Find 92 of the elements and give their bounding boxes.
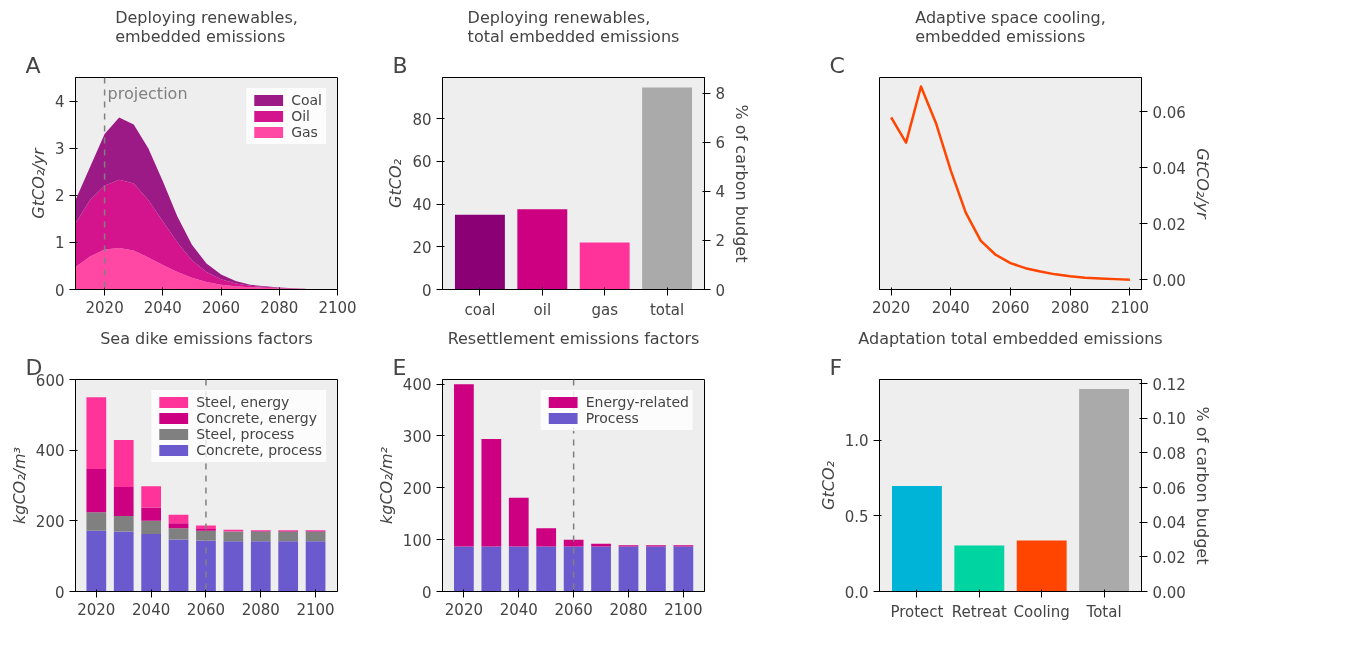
y-tick-label: 60 (412, 153, 432, 172)
y-axis-title: GtCO₂/yr (28, 146, 48, 219)
x-tick-label: oil (533, 300, 552, 319)
text: B (392, 52, 408, 78)
y-tick-label: 0 (421, 281, 432, 300)
chart-title: Adaptive space cooling, embedded emissions (915, 7, 1106, 46)
x-tick-label: 2060 (186, 600, 226, 619)
x-tick-label: Retreat (951, 602, 1007, 621)
y2-tick-label: 0.08 (1152, 444, 1186, 463)
y-tick-label: 200 (35, 512, 65, 531)
y2-tick-label: 0.02 (1152, 548, 1186, 567)
y-tick-label: 0 (54, 281, 65, 300)
y-tick-label: 400 (35, 442, 65, 461)
legend-label: Coal (291, 92, 322, 108)
y2-tick-label: 0.00 (1152, 583, 1186, 602)
x-tick-label: total (649, 300, 685, 319)
y-axis-title: GtCO₂ (386, 158, 406, 208)
x-tick-label: 2020 (77, 600, 116, 619)
y2-tick-label: 8 (715, 85, 726, 104)
y2-tick-label: 0.00 (1152, 271, 1186, 290)
y2-axis-title: % of carbon budget (732, 104, 752, 263)
y2-tick-label: 0.02 (1152, 215, 1186, 234)
legend-label: Steel, energy (196, 394, 290, 410)
x-tick-label: coal (464, 300, 496, 319)
x-tick-label: 2100 (296, 600, 335, 619)
y2-tick-label: 6 (715, 134, 726, 153)
y-tick-label: 0.0 (844, 583, 869, 602)
y-tick-label: 2 (54, 187, 65, 206)
y-tick-label: 80 (412, 110, 432, 129)
y-axis-title: kgCO₂/m³ (9, 447, 29, 524)
y-tick-label: 0 (421, 583, 432, 602)
y-tick-label: 100 (402, 531, 432, 550)
x-tick-label: 2060 (991, 298, 1030, 317)
y-tick-label: 300 (402, 428, 432, 446)
y-axis-title: GtCO₂ (818, 460, 838, 510)
y2-tick-label: 0.06 (1152, 479, 1186, 498)
legend-label: Oil (291, 108, 311, 124)
y-tick-label: 200 (402, 479, 432, 498)
y2-tick-label: 0.04 (1152, 514, 1186, 533)
text: C (829, 52, 845, 78)
y-axis-title: kgCO₂/m² (376, 446, 396, 524)
x-tick-label: 2100 (664, 600, 703, 619)
legend-label: Gas (291, 124, 318, 140)
y2-tick-label: 0.10 (1152, 410, 1186, 429)
y-tick-label: 0.5 (844, 507, 869, 526)
y2-tick-label: 0 (715, 281, 726, 300)
y-tick-label: 3 (54, 140, 65, 159)
x-tick-label: Protect (890, 602, 944, 621)
chart-title: Deploying renewables, total embedded emissions (467, 7, 680, 46)
chart-title: Sea dike emissions factors (100, 328, 313, 348)
x-tick-label: 2080 (1051, 298, 1090, 317)
y-tick-label: 0 (54, 583, 65, 602)
x-tick-label: 2040 (143, 298, 182, 317)
y-tick-label: 40 (412, 196, 432, 215)
x-tick-label: gas (591, 300, 619, 319)
x-tick-label: 2080 (260, 298, 299, 317)
y2-tick-label: 0.04 (1152, 159, 1186, 178)
y2-tick-label: 0.12 (1152, 375, 1186, 394)
y-tick-label: 1 (54, 234, 65, 253)
text: F (829, 354, 843, 380)
chart-title: Adaptation total embedded emissions (858, 328, 1163, 348)
x-tick-label: 2080 (241, 600, 280, 619)
ref-line-label: projection (107, 83, 188, 103)
text: A (25, 52, 41, 78)
legend-label: Energy-related (585, 394, 689, 410)
x-tick-label: 2020 (444, 600, 483, 619)
x-tick-label: 2040 (931, 298, 970, 317)
x-tick-label: 2020 (872, 298, 911, 317)
x-tick-label: 2100 (318, 298, 357, 317)
x-tick-label: Total (1085, 602, 1122, 621)
x-tick-label: Cooling (1013, 602, 1070, 621)
y2-tick-label: 4 (715, 183, 726, 202)
legend-label: Concrete, process (196, 442, 322, 458)
x-tick-label: 2080 (609, 600, 648, 619)
legend-label: Steel, process (196, 426, 295, 442)
y2-tick-label: 2 (715, 232, 726, 251)
x-tick-label: 2060 (554, 600, 593, 619)
x-tick-label: 2040 (132, 600, 171, 619)
chart-title: Deploying renewables, embedded emissions (115, 7, 298, 46)
chart-title: Resettlement emissions factors (447, 328, 700, 348)
x-tick-label: 2020 (85, 298, 124, 317)
x-tick-label: 2100 (1110, 298, 1149, 317)
legend-label: Concrete, energy (196, 410, 317, 426)
y2-axis-title: % of carbon budget (1192, 406, 1212, 565)
x-tick-label: 2060 (201, 298, 241, 317)
x-tick-label: 2040 (499, 600, 538, 619)
y-tick-label: 1.0 (844, 432, 869, 451)
y-tick-label: 20 (412, 238, 432, 257)
y2-tick-label: 0.06 (1152, 103, 1186, 122)
y-tick-label: 4 (54, 93, 65, 112)
legend-label: Process (585, 410, 639, 426)
y2-axis-title: GtCO₂/yr (1192, 148, 1212, 221)
